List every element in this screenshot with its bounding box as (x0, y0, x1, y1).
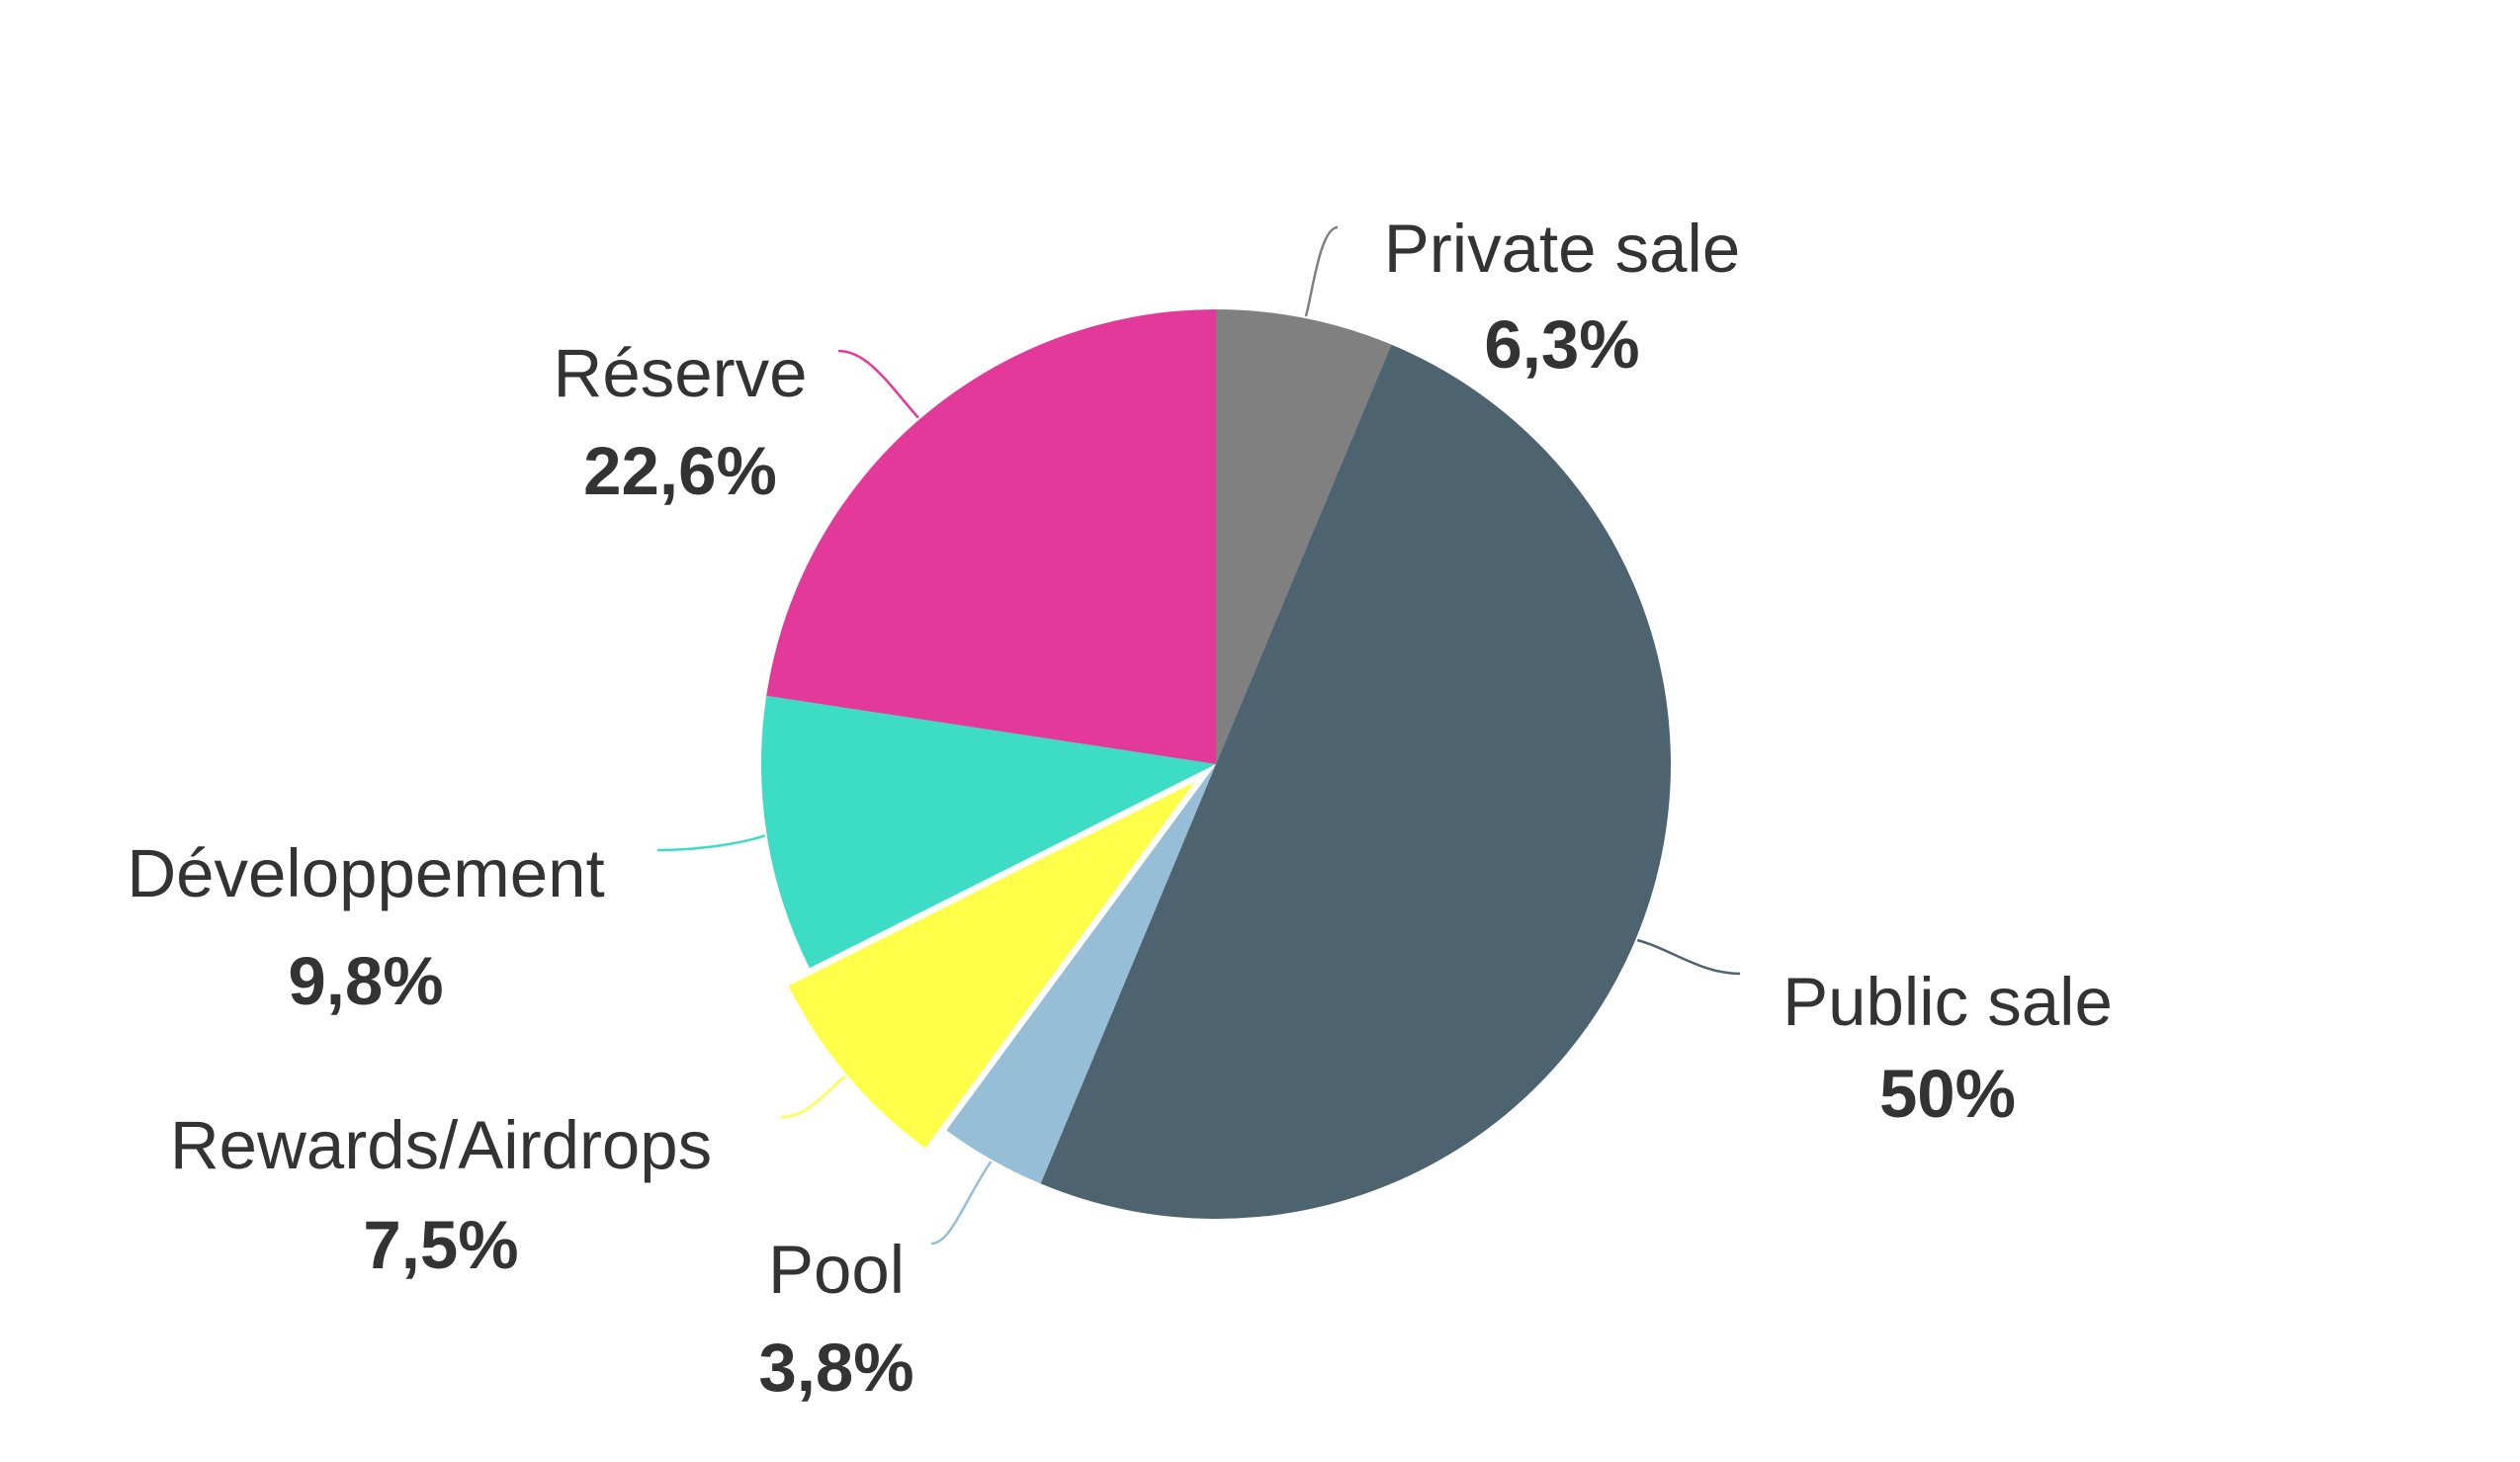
slice-label: Rewards/Airdrops (170, 1107, 712, 1183)
slice-value-label: 50% (1879, 1056, 2016, 1132)
slice-label: Développement (127, 835, 604, 911)
slice-value-label: 6,3% (1484, 306, 1639, 383)
slice-value-label: 22,6% (583, 433, 777, 509)
slice-label: Réserve (554, 335, 808, 411)
pie-slice-rewards-airdrops (788, 782, 1195, 1149)
slice-label: Public sale (1782, 964, 2113, 1040)
slice-value-label: 3,8% (758, 1330, 913, 1406)
pie-slice-pool (946, 764, 1216, 1184)
pie-slice-r-serve (766, 309, 1216, 764)
leader-line (780, 1075, 847, 1119)
slice-value-label: 7,5% (363, 1207, 518, 1283)
pie-slice-public-sale (1040, 344, 1671, 1219)
pie-slice-private-sale (1216, 309, 1392, 764)
slice-value-label: 9,8% (288, 943, 443, 1019)
leader-line (1636, 938, 1741, 976)
slice-label: Pool (768, 1232, 905, 1308)
leader-line (1304, 225, 1339, 317)
pie-slice-d-veloppement (761, 695, 1216, 969)
slice-label: Private sale (1384, 211, 1741, 287)
leader-line (837, 349, 919, 419)
leader-line (930, 1161, 993, 1246)
leader-line (656, 834, 766, 852)
